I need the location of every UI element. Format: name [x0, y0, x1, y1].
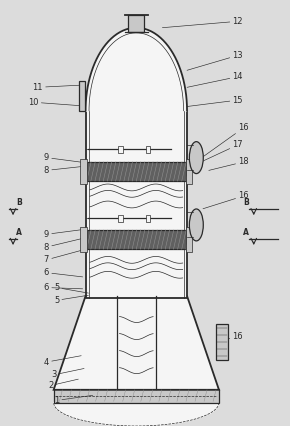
Bar	[79, 81, 85, 111]
Bar	[146, 146, 150, 153]
Bar	[80, 159, 87, 184]
Bar	[118, 215, 123, 222]
Text: 9: 9	[44, 153, 86, 163]
Text: 16: 16	[220, 332, 243, 341]
Bar	[146, 215, 150, 222]
Polygon shape	[86, 28, 187, 111]
Text: 6: 6	[44, 268, 83, 277]
Text: 1: 1	[54, 395, 93, 405]
Text: 5: 5	[54, 283, 88, 293]
Bar	[80, 227, 87, 252]
Text: B: B	[243, 198, 249, 207]
Text: 16: 16	[203, 191, 249, 209]
Text: 6: 6	[44, 283, 83, 292]
Text: A: A	[243, 228, 249, 237]
Text: 15: 15	[187, 95, 243, 106]
Text: 3: 3	[51, 368, 84, 380]
Polygon shape	[54, 296, 219, 390]
Text: 8: 8	[44, 166, 86, 175]
Text: B: B	[16, 198, 22, 207]
Text: 2: 2	[48, 379, 78, 390]
Ellipse shape	[189, 141, 203, 174]
Text: 14: 14	[187, 72, 243, 87]
Bar	[186, 227, 192, 252]
Ellipse shape	[189, 209, 203, 241]
Text: 18: 18	[209, 157, 249, 170]
Polygon shape	[54, 403, 219, 426]
Bar	[87, 230, 186, 249]
Bar	[186, 159, 192, 184]
Bar	[54, 389, 219, 403]
Bar	[118, 146, 123, 153]
Bar	[128, 15, 144, 32]
Text: 11: 11	[32, 83, 80, 92]
Text: 9: 9	[44, 229, 86, 239]
Text: 17: 17	[203, 140, 243, 161]
Text: 13: 13	[187, 51, 243, 70]
Text: A: A	[16, 228, 22, 237]
Bar	[87, 162, 186, 181]
Bar	[216, 324, 228, 360]
Text: 10: 10	[28, 98, 80, 107]
Text: 8: 8	[44, 238, 86, 252]
Text: 4: 4	[44, 356, 81, 367]
Text: 12: 12	[162, 17, 243, 28]
Text: 7: 7	[44, 249, 86, 265]
Text: 16: 16	[203, 123, 249, 157]
Bar	[86, 111, 187, 298]
Text: 5: 5	[54, 295, 88, 305]
